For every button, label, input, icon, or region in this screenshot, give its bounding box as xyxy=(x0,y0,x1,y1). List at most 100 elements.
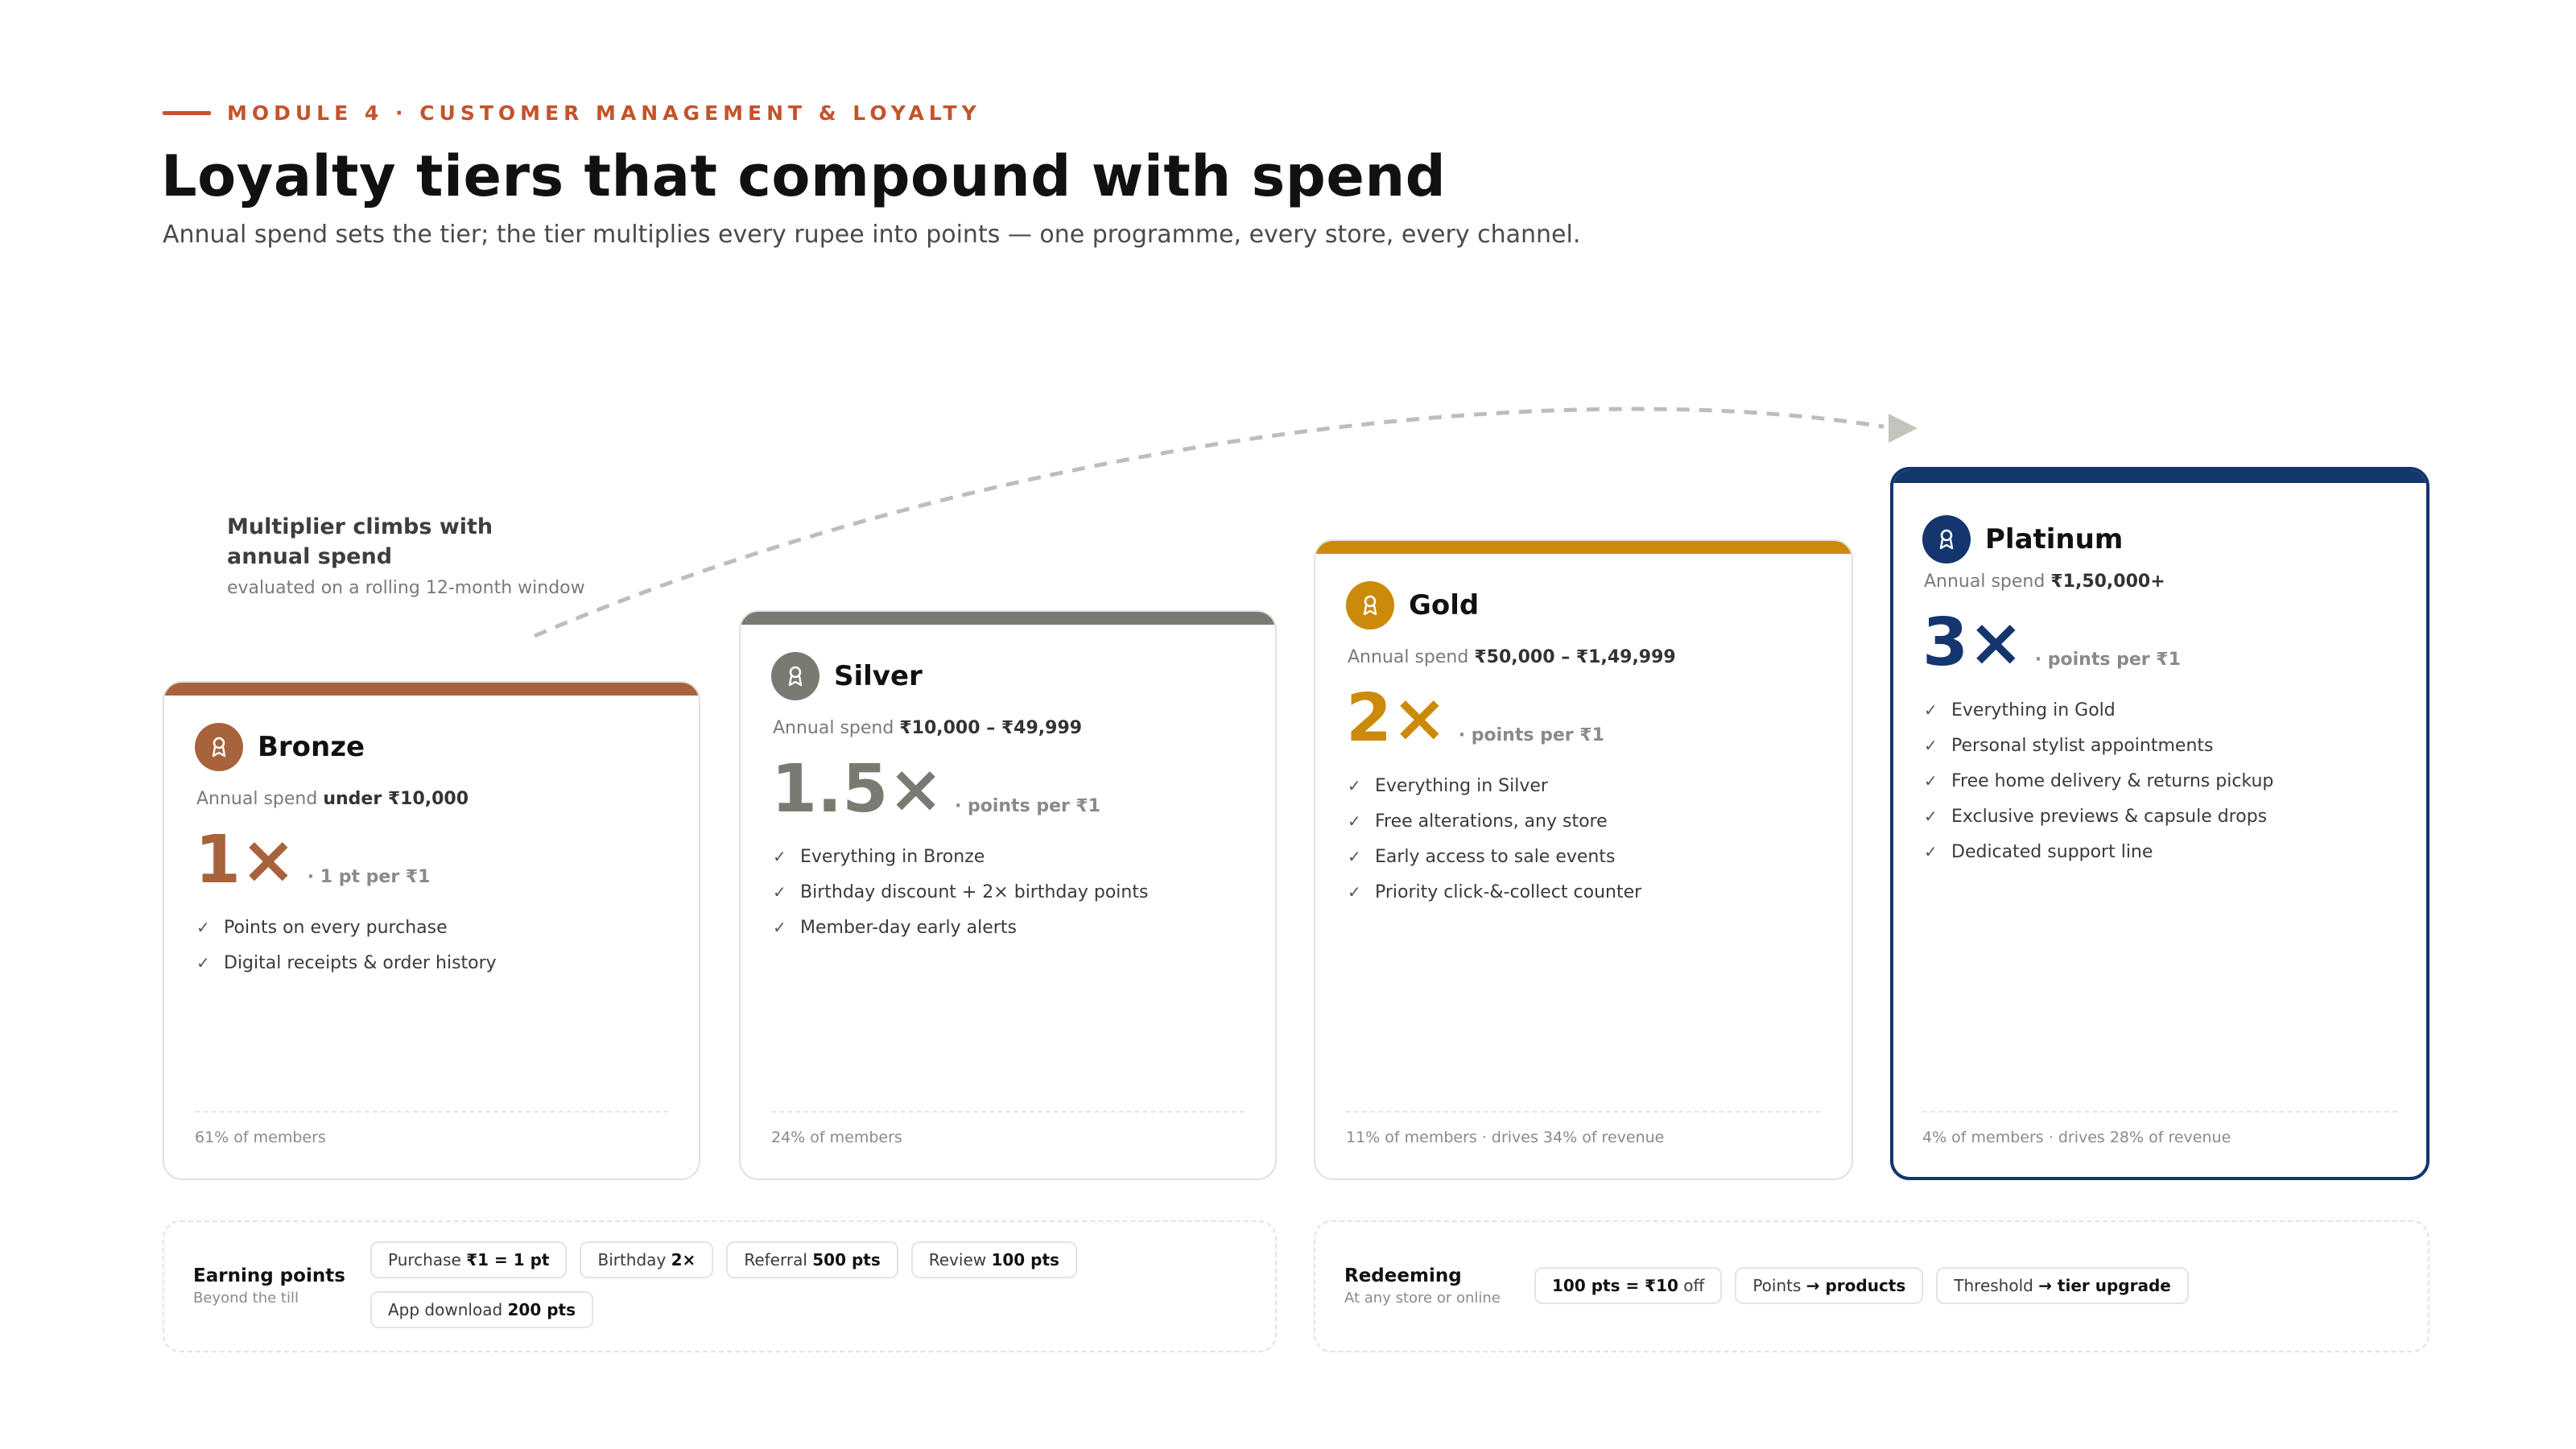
redeeming-title: Redeeming xyxy=(1344,1265,1462,1286)
check-icon: ✓ xyxy=(773,847,786,866)
perk-text: Member-day early alerts xyxy=(800,917,1017,938)
perk-text: Everything in Gold xyxy=(1951,700,2116,720)
tier-name: Platinum xyxy=(1985,523,2124,555)
tier-footer: 11% of members · drives 34% of revenue xyxy=(1346,1111,1821,1146)
chip-value: 100 pts xyxy=(991,1250,1059,1269)
tier-color-bar xyxy=(1315,541,1852,554)
tier-spend: Annual spend ₹10,000 – ₹49,999 xyxy=(773,718,1082,738)
chip-label: Birthday xyxy=(597,1250,667,1269)
earning-chip: Referral 500 pts xyxy=(726,1241,898,1278)
multiplier-unit: · points per ₹1 xyxy=(2034,650,2181,670)
earning-title: Earning points xyxy=(193,1265,345,1286)
tier-multiplier: 1× · 1 pt per ₹1 xyxy=(195,824,430,897)
chip-value: 100 pts = ₹10 xyxy=(1552,1276,1678,1295)
earning-panel: Earning points Beyond the till Purchase … xyxy=(163,1220,1277,1352)
perk-item: ✓ Everything in Silver xyxy=(1348,768,1641,803)
chip-value: 2× xyxy=(671,1250,696,1269)
perk-item: ✓ Points on every purchase xyxy=(196,910,497,945)
tier-multiplier: 2× · points per ₹1 xyxy=(1346,683,1604,755)
spend-label: Annual spend xyxy=(773,718,894,738)
eyebrow-rule xyxy=(163,111,211,115)
check-icon: ✓ xyxy=(1924,771,1938,791)
perk-text: Free home delivery & returns pickup xyxy=(1951,770,2274,791)
arrow-head xyxy=(1889,414,1918,443)
perk-text: Priority click-&-collect counter xyxy=(1375,881,1642,902)
check-icon: ✓ xyxy=(1348,776,1361,795)
eyebrow: MODULE 4 · CUSTOMER MANAGEMENT & LOYALTY xyxy=(163,101,981,125)
tier-multiplier: 3× · points per ₹1 xyxy=(1922,607,2181,679)
check-icon: ✓ xyxy=(196,953,210,972)
perk-item: ✓ Dedicated support line xyxy=(1924,834,2273,869)
chip-label: Threshold xyxy=(1954,1276,2033,1295)
tier-color-bar xyxy=(164,683,699,696)
tier-footer: 24% of members xyxy=(771,1111,1245,1146)
spend-value: ₹10,000 – ₹49,999 xyxy=(899,718,1083,738)
tier-card-bronze: Bronze Annual spend under ₹10,000 1× · 1… xyxy=(163,681,700,1180)
award-ribbon-icon xyxy=(1346,581,1394,630)
spend-value: ₹1,50,000+ xyxy=(2050,572,2165,592)
earning-chip: App download 200 pts xyxy=(370,1291,593,1328)
award-ribbon-icon xyxy=(195,723,243,771)
chip-label: Review xyxy=(928,1250,987,1269)
perk-list: ✓ Everything in Silver ✓ Free alterations,… xyxy=(1348,768,1641,910)
chip-value: 200 pts xyxy=(507,1300,576,1319)
perk-item: ✓ Member-day early alerts xyxy=(773,910,1148,945)
redeeming-label: Redeeming At any store or online xyxy=(1344,1265,1501,1307)
redeeming-chip: 100 pts = ₹10 off xyxy=(1534,1267,1723,1304)
tier-spend: Annual spend ₹50,000 – ₹1,49,999 xyxy=(1348,647,1676,667)
perk-list: ✓ Points on every purchase ✓ Digital recei… xyxy=(196,910,497,980)
chip-value: ₹1 = 1 pt xyxy=(466,1250,550,1269)
tier-name: Bronze xyxy=(258,731,365,763)
chip-value: → products xyxy=(1806,1276,1906,1295)
redeeming-chips: 100 pts = ₹10 off Points → products Thre… xyxy=(1534,1267,2404,1304)
multiplier-value: 3× xyxy=(1922,605,2024,681)
chip-suffix: off xyxy=(1683,1276,1705,1295)
chip-label: App download xyxy=(388,1300,503,1319)
multiplier-unit: · 1 pt per ₹1 xyxy=(307,867,431,887)
check-icon: ✓ xyxy=(1924,700,1938,720)
perk-item: ✓ Free alterations, any store xyxy=(1348,803,1641,839)
annotation: Multiplier climbs with annual spend eval… xyxy=(227,512,585,598)
chip-label: Referral xyxy=(744,1250,807,1269)
arrow-path xyxy=(534,407,1885,638)
annotation-subtitle: evaluated on a rolling 12-month window xyxy=(227,578,585,598)
tier-spend: Annual spend under ₹10,000 xyxy=(196,789,469,809)
perk-item: ✓ Everything in Gold xyxy=(1924,692,2273,728)
spend-label: Annual spend xyxy=(196,789,318,809)
check-icon: ✓ xyxy=(773,882,786,902)
tier-footer: 4% of members · drives 28% of revenue xyxy=(1922,1111,2397,1146)
award-ribbon-icon xyxy=(1922,515,1971,564)
perk-item: ✓ Personal stylist appointments xyxy=(1924,728,2273,763)
multiplier-value: 2× xyxy=(1346,680,1447,757)
perk-text: Free alterations, any store xyxy=(1375,811,1608,832)
perk-item: ✓ Priority click-&-collect counter xyxy=(1348,874,1641,910)
chip-value: 500 pts xyxy=(812,1250,881,1269)
perk-item: ✓ Birthday discount + 2× birthday points xyxy=(773,874,1148,910)
page-title: Loyalty tiers that compound with spend xyxy=(161,143,1447,209)
perk-text: Personal stylist appointments xyxy=(1951,735,2214,756)
check-icon: ✓ xyxy=(773,918,786,937)
perk-text: Birthday discount + 2× birthday points xyxy=(800,881,1149,902)
earning-chip: Review 100 pts xyxy=(910,1241,1077,1278)
tier-card-gold: Gold Annual spend ₹50,000 – ₹1,49,999 2×… xyxy=(1314,539,1853,1180)
perk-text: Digital receipts & order history xyxy=(224,952,497,973)
tier-name: Gold xyxy=(1409,589,1480,621)
perk-item: ✓ Early access to sale events xyxy=(1348,839,1641,874)
check-icon: ✓ xyxy=(1348,847,1361,866)
perk-text: Exclusive previews & capsule drops xyxy=(1951,806,2268,827)
redeeming-chip: Threshold → tier upgrade xyxy=(1936,1267,2189,1304)
tier-name: Silver xyxy=(834,660,923,692)
spend-value: ₹50,000 – ₹1,49,999 xyxy=(1474,647,1676,667)
spend-label: Annual spend xyxy=(1924,572,2046,592)
eyebrow-text: MODULE 4 · CUSTOMER MANAGEMENT & LOYALTY xyxy=(227,101,981,125)
tier-multiplier: 1.5× · points per ₹1 xyxy=(771,753,1100,826)
perk-item: ✓ Free home delivery & returns pickup xyxy=(1924,763,2273,799)
perk-item: ✓ Everything in Bronze xyxy=(773,839,1148,874)
earning-subtitle: Beyond the till xyxy=(193,1290,299,1307)
tier-footer: 61% of members xyxy=(195,1111,668,1146)
tier-color-bar xyxy=(741,612,1275,625)
check-icon: ✓ xyxy=(1348,882,1361,902)
check-icon: ✓ xyxy=(1924,842,1938,861)
redeeming-panel: Redeeming At any store or online 100 pts… xyxy=(1314,1220,2429,1352)
